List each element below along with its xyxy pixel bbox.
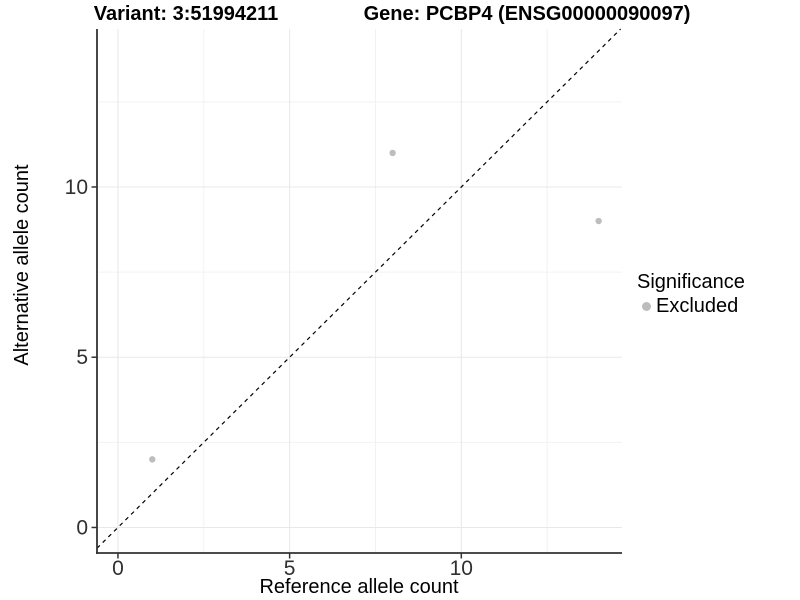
x-tick-label: 5 (284, 557, 296, 580)
y-tick-label: 10 (65, 176, 88, 199)
data-point (595, 217, 602, 225)
variant-title: Variant: 3:51994211 (93, 3, 279, 25)
y-tick-label: 0 (76, 516, 88, 539)
legend-point-icon (642, 302, 651, 311)
legend-item-excluded: Excluded (642, 295, 745, 318)
data-point (149, 456, 156, 463)
y-tick-label: 5 (76, 346, 88, 369)
legend: Significance Excluded (637, 271, 745, 318)
gene-title: Gene: PCBP4 (ENSG00000090097) (363, 3, 691, 25)
x-tick-label: 0 (112, 557, 124, 580)
data-point (389, 149, 396, 157)
y-axis-title: Alternative allele count (11, 164, 33, 366)
legend-item-label: Excluded (656, 295, 739, 317)
x-tick-label: 10 (450, 557, 473, 580)
legend-title: Significance (637, 271, 745, 293)
x-axis-title: Reference allele count (259, 576, 459, 598)
identity-reference-line (96, 28, 622, 549)
